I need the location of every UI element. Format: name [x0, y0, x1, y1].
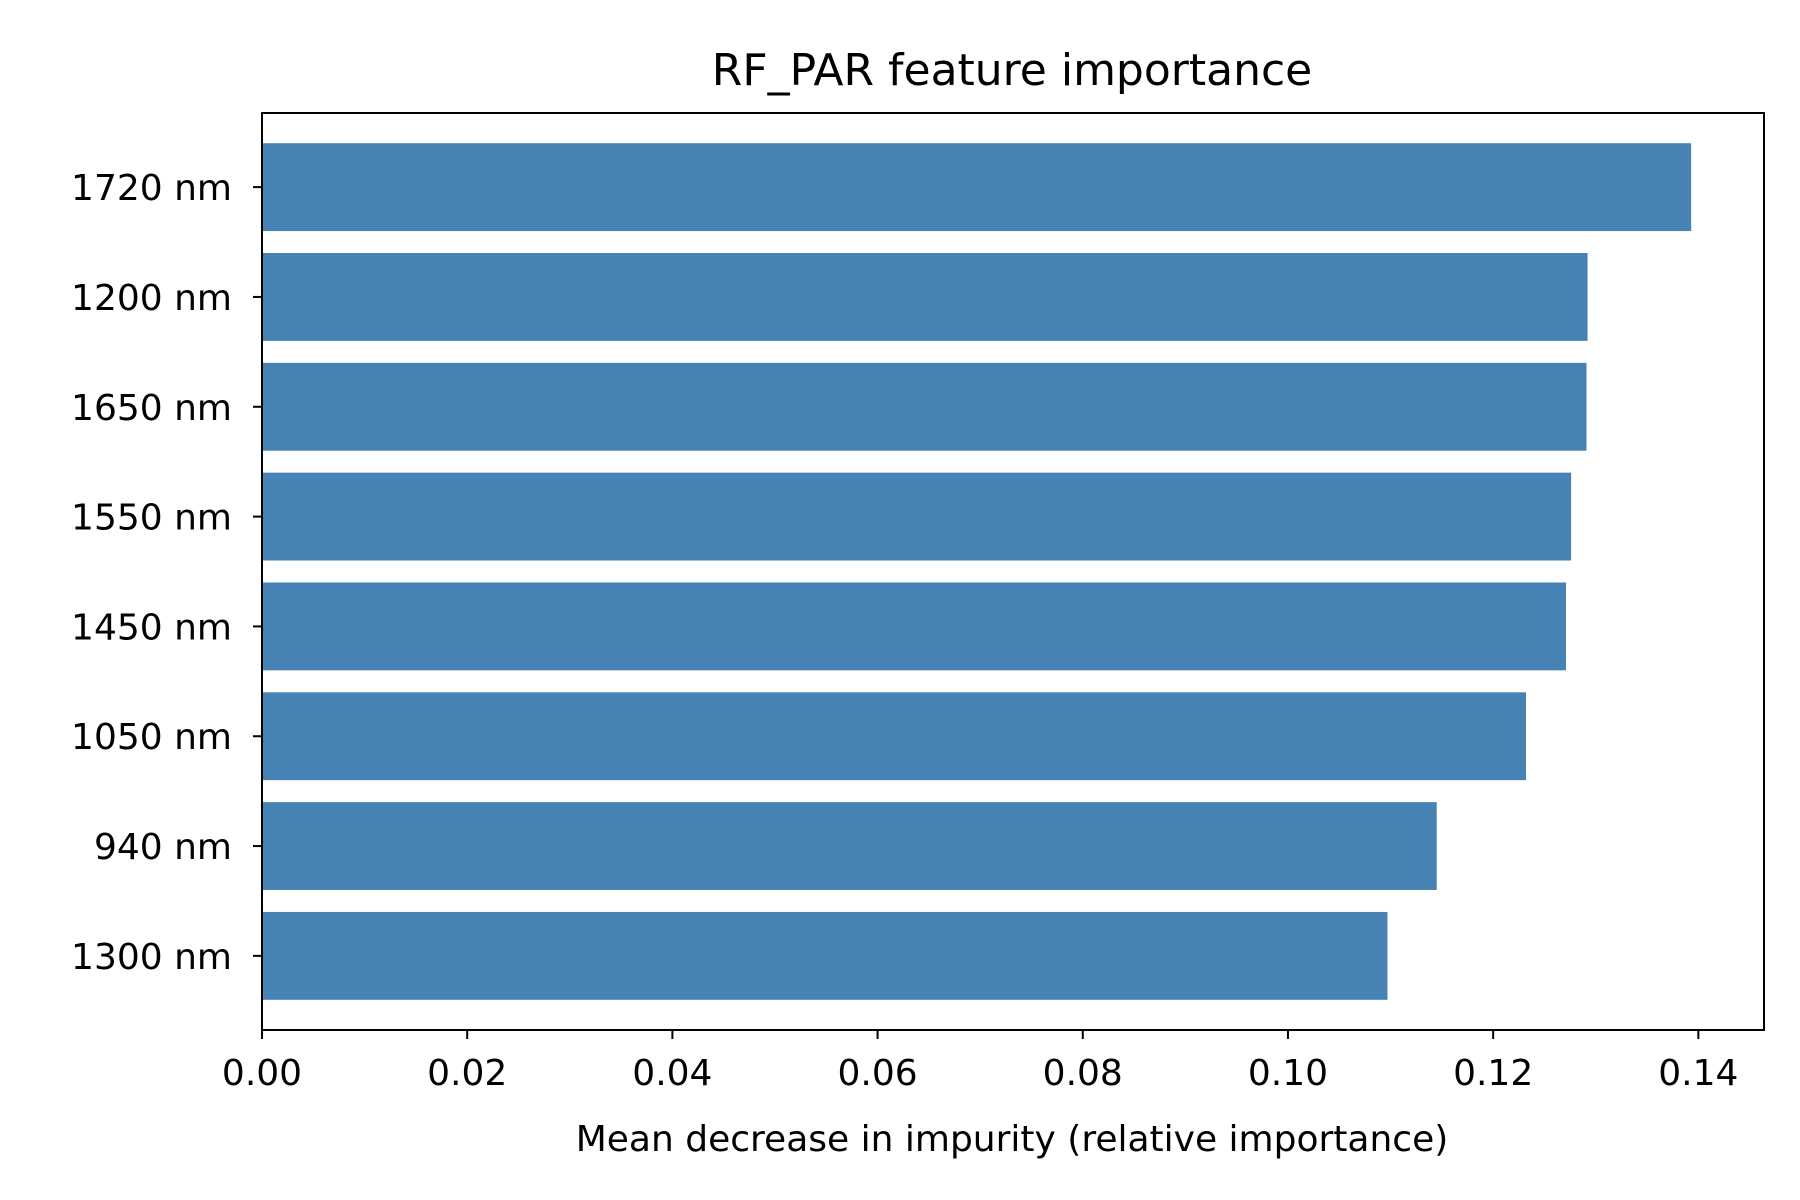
x-tick-label: 0.10 — [1248, 1053, 1328, 1094]
x-tick-label: 0.02 — [427, 1053, 507, 1094]
y-tick-label: 1300 nm — [71, 937, 232, 978]
bar-1720-nm — [262, 143, 1692, 232]
y-tick-label: 1450 nm — [71, 607, 232, 648]
bar-1300-nm — [262, 911, 1388, 1000]
bar-1050-nm — [262, 692, 1526, 781]
x-tick-label: 0.00 — [222, 1053, 302, 1094]
bar-1200-nm — [262, 253, 1588, 341]
y-tick-label: 1050 nm — [71, 717, 232, 758]
x-tick-label: 0.08 — [1043, 1053, 1123, 1094]
bar-1550-nm — [262, 472, 1572, 561]
bar-1450-nm — [262, 582, 1566, 671]
x-axis-label: Mean decrease in impurity (relative impo… — [576, 1119, 1449, 1160]
x-tick-label: 0.06 — [837, 1053, 917, 1094]
x-axis-ticks: 0.00 0.02 0.04 0.06 0.08 0.10 0.12 0.14 — [222, 1030, 1738, 1094]
bar-1650-nm — [262, 362, 1587, 451]
plot-area-frame — [261, 112, 1765, 1031]
y-tick-label: 1200 nm — [71, 278, 232, 319]
x-tick-label: 0.04 — [632, 1053, 712, 1094]
y-tick-label: 1720 nm — [71, 168, 232, 209]
y-tick-label: 940 nm — [94, 827, 232, 868]
x-tick-label: 0.14 — [1658, 1053, 1738, 1094]
y-tick-label: 1550 nm — [71, 498, 232, 539]
bar-940-nm — [262, 802, 1437, 890]
bars-layer — [262, 143, 1692, 1000]
y-axis-ticks: 1720 nm 1200 nm 1650 nm 1550 nm 1450 nm 1050 … — [71, 168, 262, 978]
chart-title: RF_PAR feature importance — [712, 45, 1313, 96]
x-tick-label: 0.12 — [1453, 1053, 1533, 1094]
y-tick-label: 1650 nm — [71, 388, 232, 429]
